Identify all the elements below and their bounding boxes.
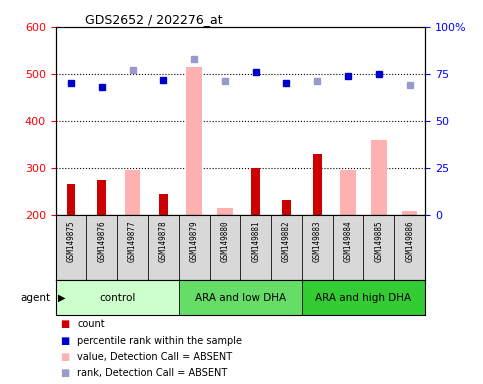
Bar <box>179 280 302 315</box>
Bar <box>394 215 425 280</box>
Bar <box>371 140 386 215</box>
Bar <box>313 154 322 215</box>
Bar <box>67 184 75 215</box>
Text: GSM149886: GSM149886 <box>405 220 414 262</box>
Text: GSM149885: GSM149885 <box>374 220 384 262</box>
Bar <box>252 168 260 215</box>
Text: GSM149876: GSM149876 <box>97 220 106 262</box>
Bar <box>302 215 333 280</box>
Text: GSM149882: GSM149882 <box>282 220 291 262</box>
Text: ■: ■ <box>60 368 70 378</box>
Bar <box>271 215 302 280</box>
Text: ■: ■ <box>60 336 70 346</box>
Bar <box>159 194 168 215</box>
Bar <box>86 215 117 280</box>
Bar <box>402 211 417 215</box>
Text: GSM149881: GSM149881 <box>251 220 260 262</box>
Text: ▶: ▶ <box>58 293 66 303</box>
Text: GSM149879: GSM149879 <box>190 220 199 262</box>
Bar <box>217 208 233 215</box>
Bar <box>282 200 291 215</box>
Bar <box>210 215 240 280</box>
Text: ARA and low DHA: ARA and low DHA <box>195 293 286 303</box>
Text: GSM149877: GSM149877 <box>128 220 137 262</box>
Bar <box>56 215 86 280</box>
Bar <box>341 170 356 215</box>
Bar <box>364 215 394 280</box>
Text: GSM149884: GSM149884 <box>343 220 353 262</box>
Text: ARA and high DHA: ARA and high DHA <box>315 293 412 303</box>
Bar <box>302 280 425 315</box>
Text: percentile rank within the sample: percentile rank within the sample <box>77 336 242 346</box>
Bar <box>98 180 106 215</box>
Text: value, Detection Call = ABSENT: value, Detection Call = ABSENT <box>77 352 232 362</box>
Text: agent: agent <box>21 293 51 303</box>
Text: ■: ■ <box>60 352 70 362</box>
Text: ■: ■ <box>60 319 70 329</box>
Bar <box>148 215 179 280</box>
Text: count: count <box>77 319 105 329</box>
Text: GSM149883: GSM149883 <box>313 220 322 262</box>
Bar <box>333 215 364 280</box>
Bar <box>56 280 179 315</box>
Text: rank, Detection Call = ABSENT: rank, Detection Call = ABSENT <box>77 368 227 378</box>
Text: GSM149875: GSM149875 <box>67 220 75 262</box>
Bar <box>125 170 140 215</box>
Bar <box>179 215 210 280</box>
Text: GDS2652 / 202276_at: GDS2652 / 202276_at <box>85 13 223 26</box>
Text: GSM149880: GSM149880 <box>220 220 229 262</box>
Text: control: control <box>99 293 135 303</box>
Bar <box>186 67 202 215</box>
Bar <box>240 215 271 280</box>
Bar <box>117 215 148 280</box>
Text: GSM149878: GSM149878 <box>159 220 168 262</box>
